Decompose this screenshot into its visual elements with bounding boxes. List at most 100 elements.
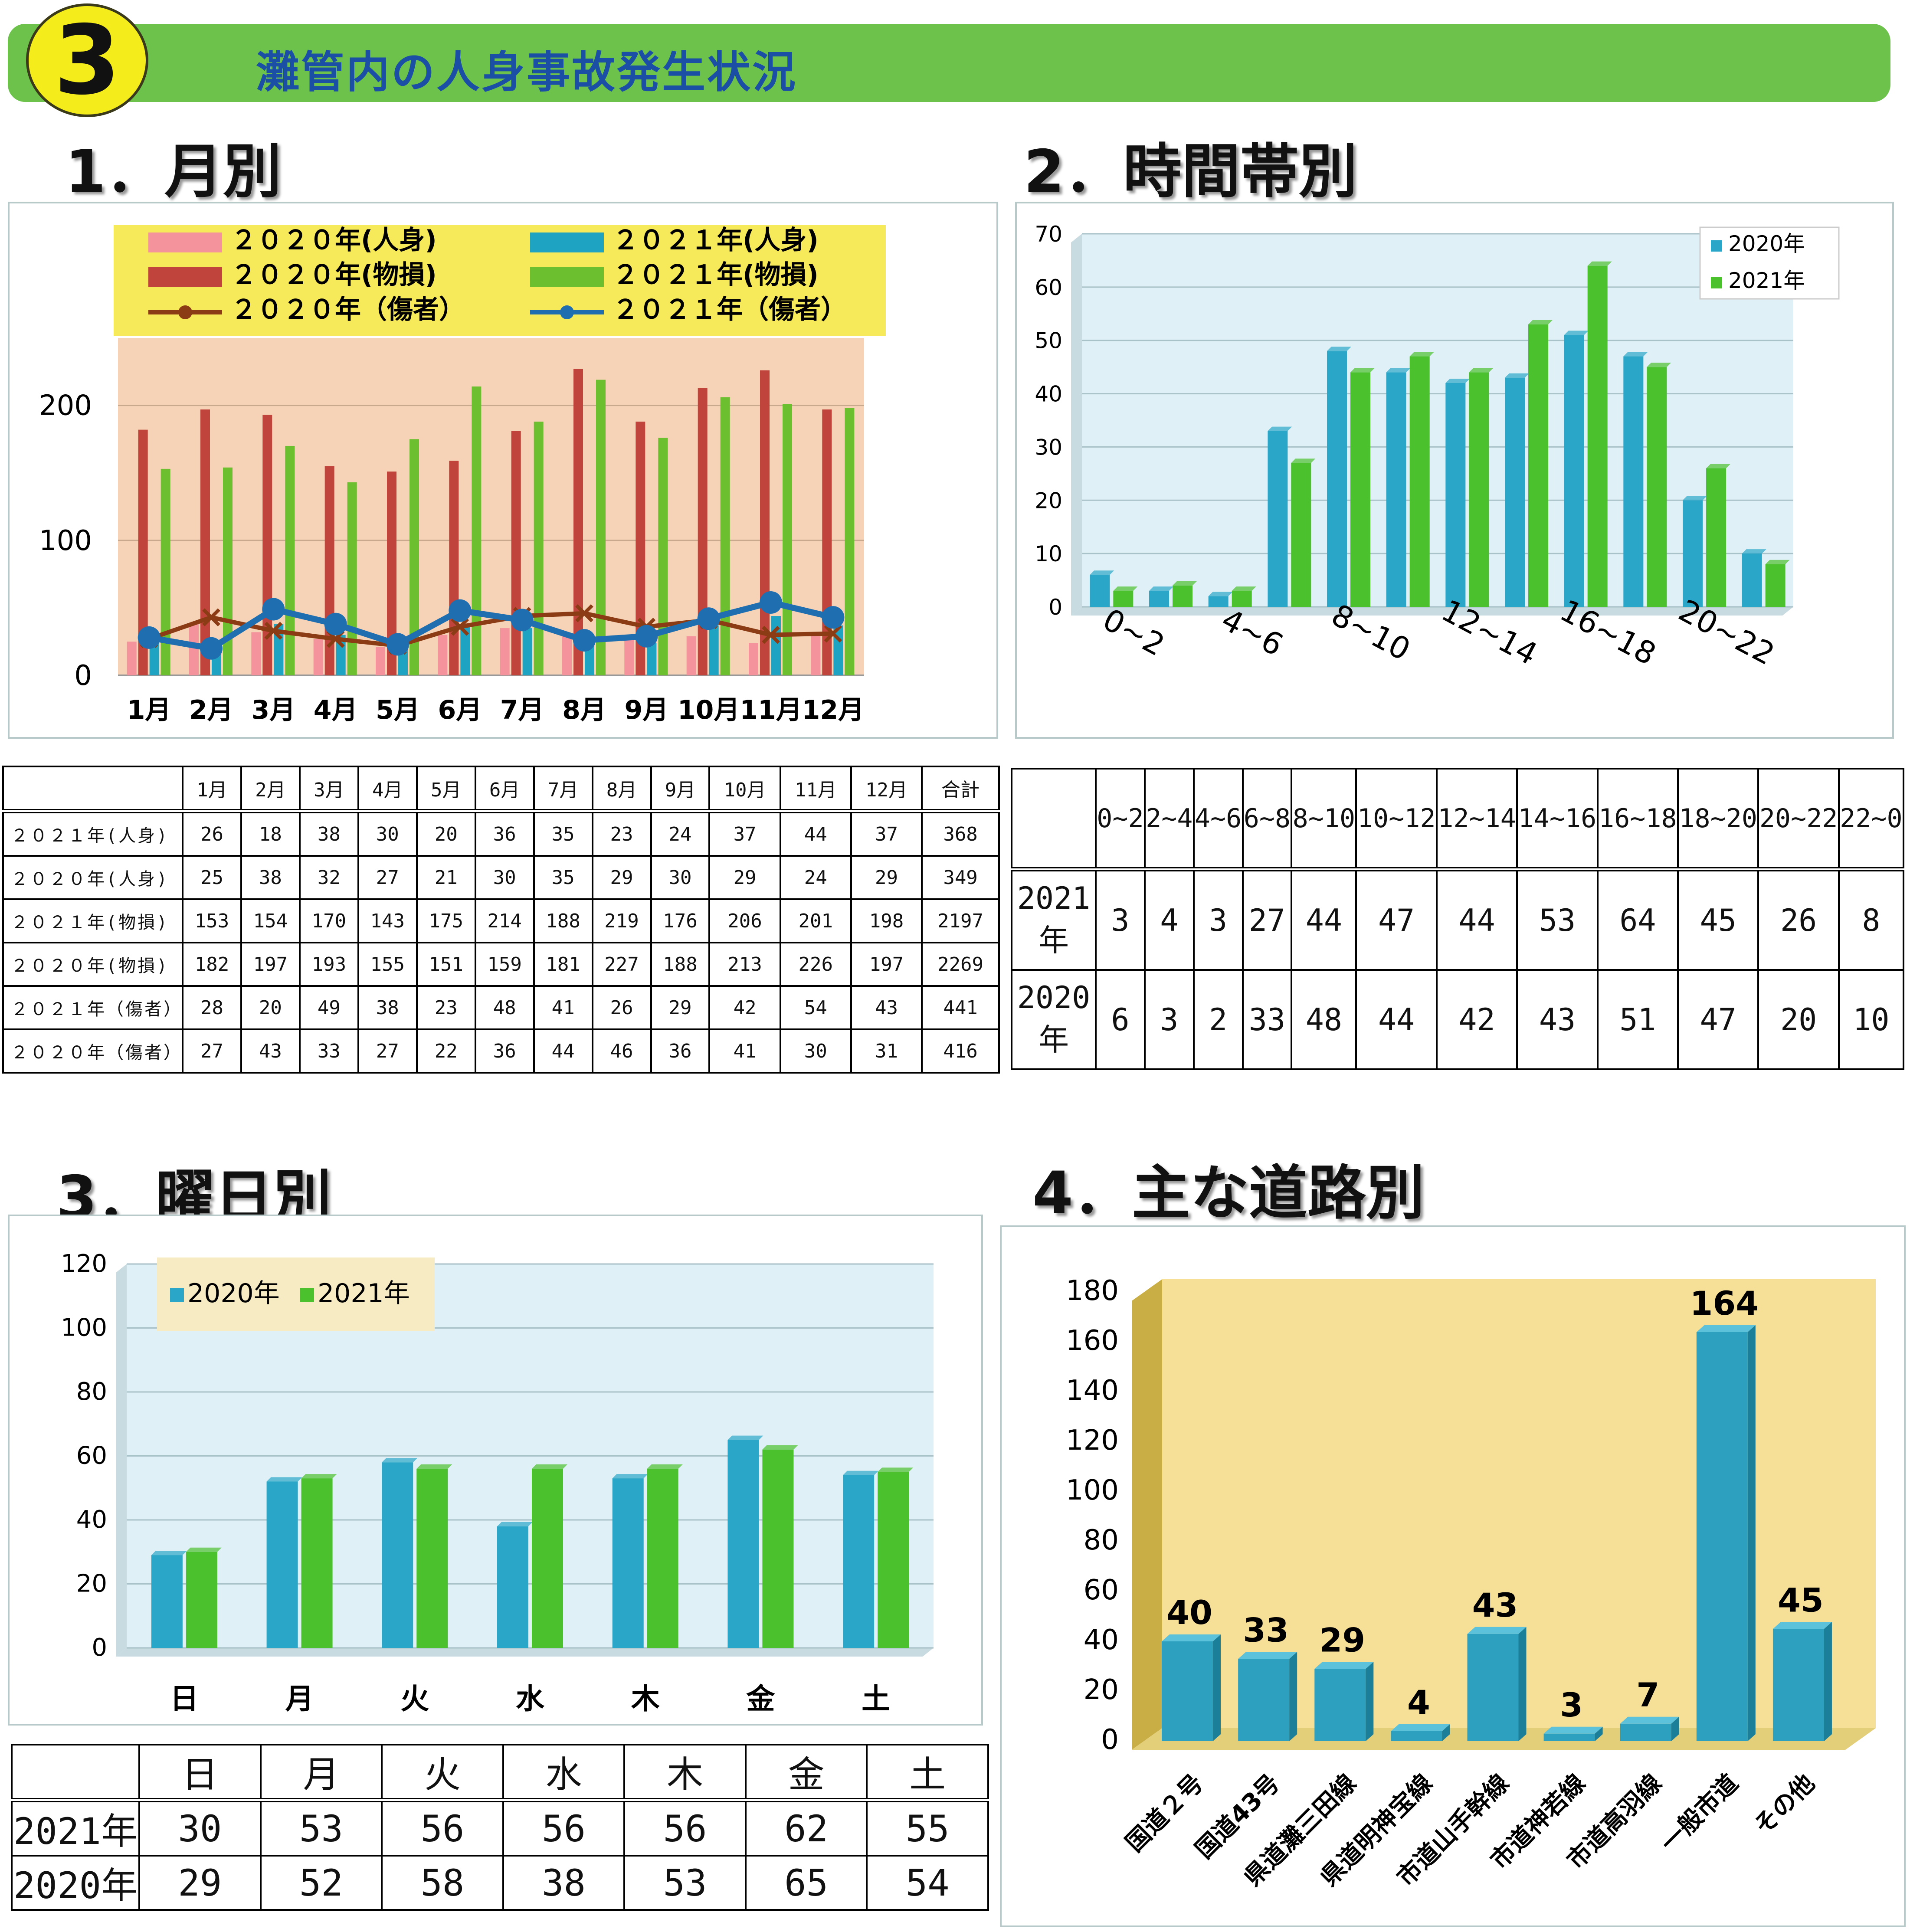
- table-cell: 36: [474, 810, 535, 857]
- line-point: [387, 633, 409, 656]
- table-cell: 3: [1143, 969, 1195, 1070]
- line-point: [451, 618, 469, 636]
- table-cell: 170: [298, 898, 359, 943]
- bar-1: [416, 1469, 448, 1648]
- bar-3: [347, 482, 357, 675]
- table-cell: 182: [182, 942, 242, 987]
- table-cell: 24: [650, 810, 711, 857]
- table-cell: 30: [474, 855, 535, 900]
- bar-0: [497, 1526, 528, 1648]
- bar-0: [376, 647, 385, 675]
- table-cell: 143: [357, 898, 418, 943]
- x-tick-label: 12月: [802, 695, 865, 725]
- x-tick-label: 3月: [251, 695, 295, 725]
- table-cell: 21: [416, 855, 476, 900]
- bar-0: [612, 1478, 644, 1648]
- bar-3: [658, 438, 668, 675]
- line-point: [324, 612, 347, 635]
- legend-label: ２０２０年(人身): [231, 225, 437, 255]
- table-header-cell: 20~22: [1757, 768, 1840, 870]
- table-header-cell: 木: [623, 1744, 747, 1801]
- table-cell: 38: [502, 1855, 626, 1911]
- bar-top: [1564, 331, 1589, 335]
- table-header-cell: 6~8: [1242, 768, 1293, 870]
- monthly-table: 1月 2月 3月 4月 5月 6月 7月 8月 9月 10月 11月 12月 合計 ２０２１年(人身) 26…: [2, 766, 1000, 1074]
- table-header-cell: 12~14: [1435, 768, 1518, 870]
- bar-1: [636, 421, 645, 675]
- bar: [1772, 1629, 1824, 1741]
- y-tick-label: 180: [1066, 1275, 1119, 1307]
- table-header-cell: 日: [138, 1744, 262, 1801]
- legend-box: [114, 225, 886, 336]
- bar-0: [562, 636, 572, 675]
- table-header-cell: 2~4: [1143, 768, 1195, 870]
- table-header-cell: 月: [259, 1744, 383, 1801]
- bar-1: [1409, 356, 1430, 607]
- bar-top: [416, 1464, 452, 1469]
- section-title-monthly: 1．月別: [65, 138, 282, 206]
- table-cell: 26: [1757, 868, 1840, 971]
- table-cell: 23: [416, 985, 476, 1030]
- legend-marker: [560, 305, 574, 319]
- bar-1: [1528, 324, 1548, 607]
- bar-top: [1173, 581, 1197, 586]
- table-cell: 227: [591, 942, 652, 987]
- table-header-cell: 11月: [779, 766, 852, 812]
- table-cell: 175: [416, 898, 476, 943]
- y-tick-label: 120: [61, 1250, 107, 1278]
- hourly-table: 0~2 2~4 4~6 6~8 8~10 10~12 12~14 14~16 16~18 18~2…: [1011, 768, 1905, 1070]
- y-tick-label: 100: [39, 525, 92, 557]
- line-point: [635, 625, 658, 648]
- bar-1: [532, 1469, 563, 1648]
- bar-top: [1208, 592, 1233, 596]
- table-cell: 188: [650, 942, 711, 987]
- line-point: [822, 606, 845, 629]
- bar-top: [1765, 560, 1790, 564]
- bar-0: [1386, 372, 1406, 607]
- table-cell: 46: [591, 1028, 652, 1074]
- y-tick-label: 160: [1066, 1325, 1119, 1357]
- table-header-cell: 8~10: [1291, 768, 1357, 870]
- table-cell: 53: [623, 1855, 747, 1911]
- bar-top: [647, 1464, 683, 1469]
- bar-top: [1314, 1662, 1374, 1669]
- table-cell: 176: [650, 898, 711, 943]
- table-header-row: 0~2 2~4 4~6 6~8 8~10 10~12 12~14 14~16 16~18 18~2…: [1011, 768, 1905, 870]
- table-cell: 154: [240, 898, 301, 943]
- bar-side: [1289, 1652, 1297, 1741]
- bar-top: [1149, 586, 1173, 591]
- bar-0: [1268, 431, 1288, 607]
- table-cell: 33: [298, 1028, 359, 1074]
- bar-top: [1391, 1724, 1450, 1731]
- table-cell: 31: [850, 1028, 923, 1074]
- table-cell: 26: [182, 810, 242, 857]
- table-cell: 4: [1143, 868, 1195, 971]
- y-tick-label: 60: [1084, 1574, 1119, 1606]
- row-label-cell: ２０２１年（傷者）: [2, 985, 183, 1030]
- bar-0: [251, 632, 261, 675]
- bar: [1162, 1641, 1213, 1741]
- table-cell: 55: [866, 1799, 989, 1857]
- table-cell: 30: [650, 855, 711, 900]
- bar-1: [200, 409, 210, 675]
- legend-box: [157, 1257, 435, 1331]
- x-tick-label: 火: [400, 1682, 429, 1716]
- bar-0: [313, 639, 323, 675]
- row-label-cell: 2021年: [1011, 868, 1097, 971]
- bar-0: [266, 1481, 298, 1648]
- y-tick-label: 0: [92, 1634, 107, 1662]
- bar-top: [1620, 1716, 1679, 1724]
- bar-1: [1706, 468, 1726, 607]
- bar-3: [410, 439, 419, 675]
- table-cell: 64: [1596, 868, 1679, 971]
- bar-0: [843, 1475, 875, 1648]
- line-point: [575, 604, 593, 622]
- table-cell: 37: [850, 810, 923, 857]
- table-header-cell: 10月: [708, 766, 781, 812]
- line-point: [573, 629, 596, 652]
- y-tick-label: 200: [39, 390, 92, 422]
- table-cell: 35: [533, 855, 593, 900]
- bar-1: [1469, 372, 1489, 607]
- legend-label: 2020年: [187, 1278, 280, 1309]
